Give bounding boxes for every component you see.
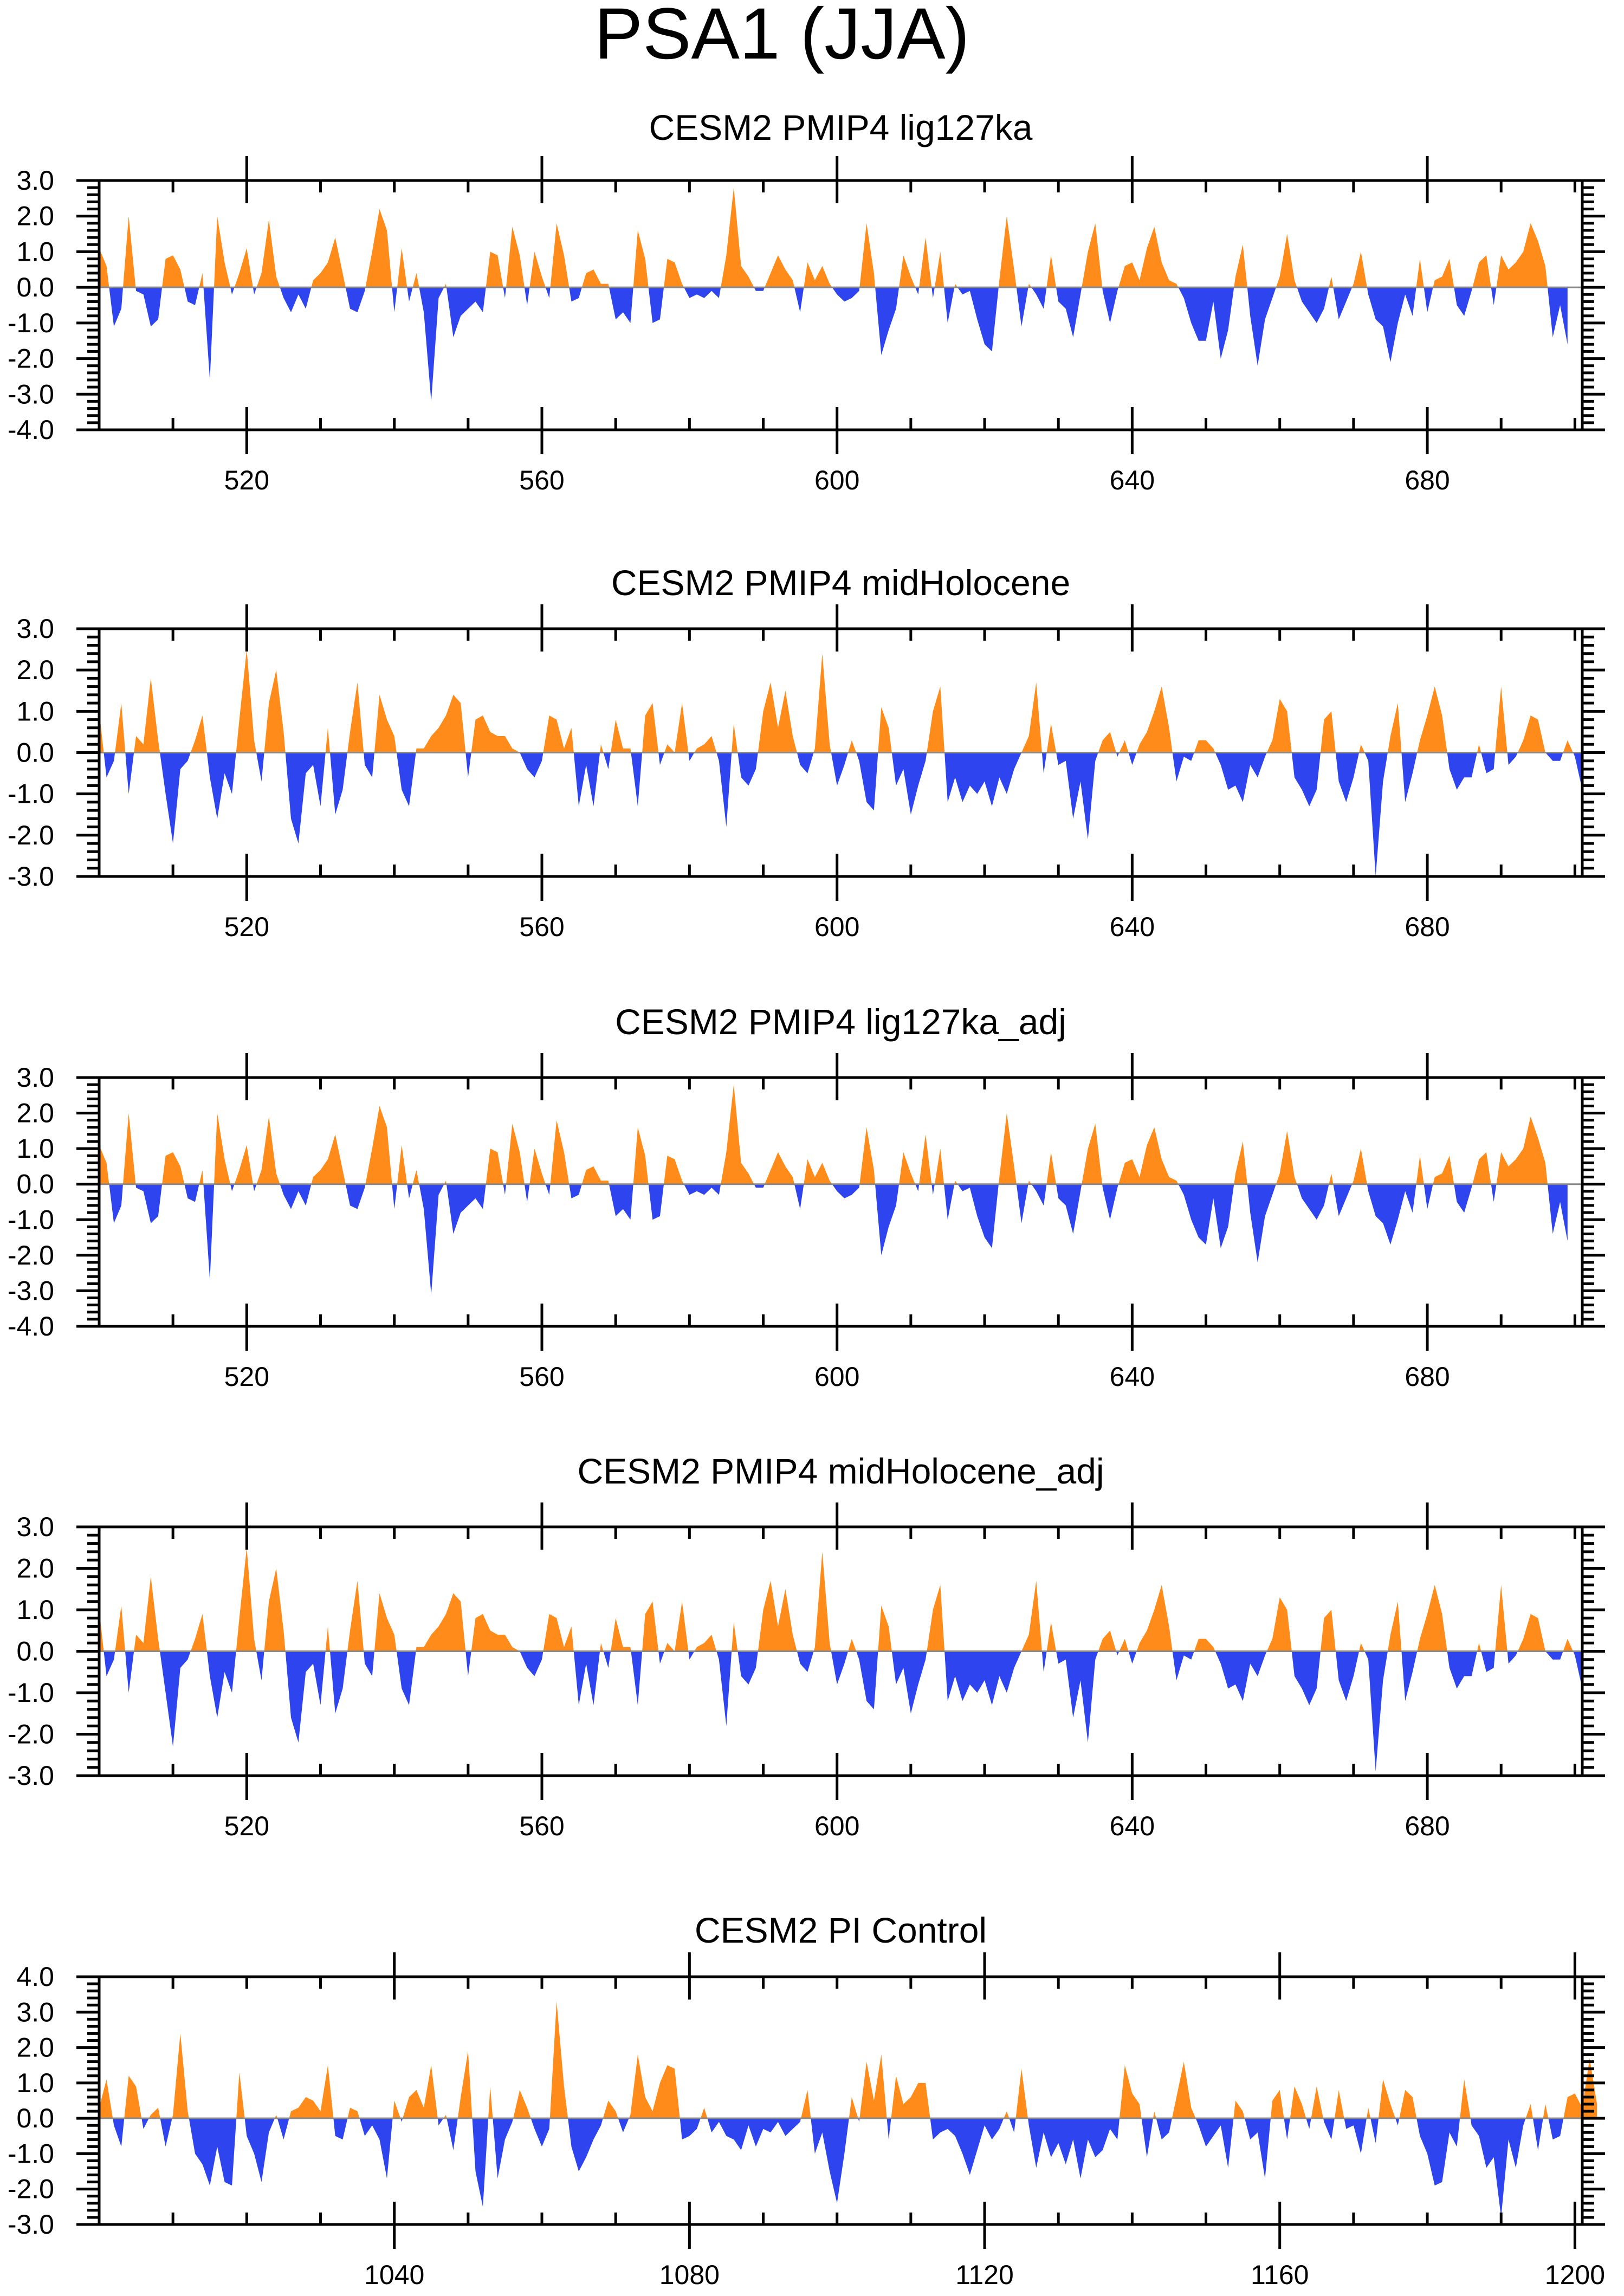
- y-tick-label: 3.0: [16, 165, 54, 196]
- x-tick-label: 680: [1405, 465, 1450, 495]
- plot-frame: [98, 179, 1584, 431]
- y-tick-label: 0.0: [16, 1169, 54, 1199]
- negative-area: [103, 752, 1582, 876]
- y-tick-label: -3.0: [8, 861, 54, 892]
- x-tick-label: 1080: [659, 2260, 720, 2290]
- y-tick-label: -1.0: [8, 1204, 54, 1235]
- panel-1: CESM2 PMIP4 lig127ka 520 560 600 640 680 3.0 2.…: [8, 107, 1605, 495]
- x-tick-label: 560: [519, 1362, 564, 1392]
- panel-2: CESM2 PMIP4 midHolocene 520 560 600 640 680 3.…: [8, 563, 1605, 942]
- y-tick-label: 0.0: [16, 272, 54, 302]
- x-tick-label: 600: [814, 465, 859, 495]
- positive-area: [99, 188, 1548, 288]
- y-tick-label: 1.0: [16, 696, 54, 726]
- y-tick-label: 0.0: [16, 1636, 54, 1667]
- x-tick-label: 600: [814, 1811, 859, 1841]
- y-tick-label: -2.0: [8, 820, 54, 850]
- y-tick-label: 4.0: [16, 1962, 54, 1992]
- panel-4: CESM2 PMIP4 midHolocene_adj 520 560 600 640 6…: [8, 1451, 1605, 1841]
- x-tick-label: 680: [1405, 1362, 1450, 1392]
- panel-title: CESM2 PMIP4 lig127ka: [649, 107, 1033, 147]
- x-tick-label: 560: [519, 912, 564, 942]
- x-tick-label: 640: [1110, 1362, 1155, 1392]
- x-tick-label: 560: [519, 465, 564, 495]
- x-tick-label: 520: [224, 912, 269, 942]
- x-tick-label: 640: [1110, 465, 1155, 495]
- y-tick-label: 0.0: [16, 2103, 54, 2133]
- x-tick-label: 1120: [955, 2260, 1014, 2290]
- panel-title: CESM2 PMIP4 midHolocene_adj: [577, 1451, 1104, 1491]
- x-tick-label: 680: [1405, 1811, 1450, 1841]
- y-tick-label: 2.0: [16, 1553, 54, 1584]
- y-tick-label: -4.0: [8, 1311, 54, 1342]
- x-tick-label: 520: [224, 1362, 269, 1392]
- y-tick-label: 3.0: [16, 1512, 54, 1542]
- y-tick-label: -1.0: [8, 779, 54, 809]
- negative-area: [109, 1184, 1568, 1294]
- panel-title: CESM2 PMIP4 lig127ka_adj: [615, 1002, 1066, 1042]
- y-tick-label: -1.0: [8, 2138, 54, 2169]
- y-tick-label: -1.0: [8, 1678, 54, 1708]
- plot-frame: [98, 1975, 1584, 2226]
- y-tick-label: 3.0: [16, 614, 54, 644]
- y-tick-label: -3.0: [8, 1760, 54, 1791]
- y-tick-label: -3.0: [8, 379, 54, 409]
- figure-title: PSA1 (JJA): [594, 0, 970, 74]
- y-tick-label: -1.0: [8, 308, 54, 338]
- y-tick-label: -2.0: [8, 2174, 54, 2204]
- y-tick-label: 2.0: [16, 201, 54, 231]
- positive-area: [99, 2001, 1597, 2119]
- y-tick-label: 1.0: [16, 1595, 54, 1625]
- y-tick-label: 3.0: [16, 1062, 54, 1093]
- x-tick-label: 560: [519, 1811, 564, 1841]
- panel-title: CESM2 PMIP4 midHolocene: [611, 563, 1070, 603]
- x-tick-label: 600: [814, 1362, 859, 1392]
- y-tick-label: 2.0: [16, 2033, 54, 2063]
- y-tick-label: 1.0: [16, 2068, 54, 2098]
- x-tick-label: 1200: [1545, 2260, 1605, 2290]
- y-tick-label: 2.0: [16, 655, 54, 685]
- y-tick-label: -4.0: [8, 415, 54, 445]
- positive-area: [99, 649, 1573, 753]
- y-tick-label: -2.0: [8, 344, 54, 374]
- panel-title: CESM2 PI Control: [695, 1910, 987, 1950]
- y-tick-label: -2.0: [8, 1240, 54, 1270]
- y-tick-label: -3.0: [8, 2209, 54, 2240]
- y-tick-label: -3.0: [8, 1275, 54, 1306]
- negative-area: [113, 2118, 1564, 2217]
- negative-area: [103, 1651, 1582, 1772]
- panel-3: CESM2 PMIP4 lig127ka_adj 520 560 600 640 680 3…: [8, 1002, 1605, 1392]
- x-tick-label: 1040: [364, 2260, 424, 2290]
- x-tick-label: 640: [1110, 1811, 1155, 1841]
- y-tick-label: 3.0: [16, 1997, 54, 2027]
- x-tick-label: 1160: [1251, 2260, 1309, 2290]
- y-tick-label: 1.0: [16, 1133, 54, 1164]
- x-tick-label: 600: [814, 912, 859, 942]
- positive-area: [99, 1085, 1548, 1184]
- panels: CESM2 PMIP4 lig127ka 520 560 600 640 680 3.0 2.…: [8, 107, 1605, 2290]
- y-tick-label: 1.0: [16, 236, 54, 267]
- x-tick-label: 520: [224, 1811, 269, 1841]
- x-tick-label: 640: [1110, 912, 1155, 942]
- y-tick-label: 2.0: [16, 1098, 54, 1128]
- y-tick-label: -2.0: [8, 1719, 54, 1750]
- x-tick-label: 680: [1405, 912, 1450, 942]
- y-tick-label: 0.0: [16, 738, 54, 768]
- negative-area: [109, 287, 1568, 402]
- panel-5: CESM2 PI Control 1040 1080 1120 1160 1200 4.0 3…: [8, 1910, 1605, 2290]
- plot-frame: [98, 1076, 1584, 1328]
- positive-area: [99, 1547, 1573, 1652]
- x-tick-label: 520: [224, 465, 269, 495]
